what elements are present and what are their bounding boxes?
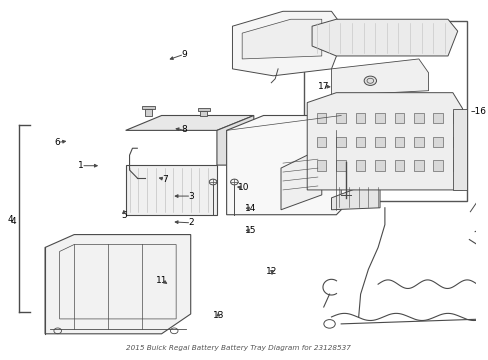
Bar — [394, 160, 403, 171]
Text: –16: –16 — [469, 107, 486, 116]
Bar — [336, 136, 345, 147]
Circle shape — [364, 76, 376, 85]
Bar — [432, 136, 442, 147]
Polygon shape — [226, 116, 341, 215]
Text: 4: 4 — [7, 215, 13, 224]
Text: 9: 9 — [181, 50, 187, 59]
Polygon shape — [125, 116, 253, 130]
Bar — [413, 160, 423, 171]
Text: 17: 17 — [317, 82, 328, 91]
Bar — [336, 160, 345, 171]
Polygon shape — [331, 59, 427, 96]
Text: 5: 5 — [121, 211, 126, 220]
Bar — [394, 136, 403, 147]
Polygon shape — [197, 108, 210, 111]
Bar — [355, 160, 365, 171]
Text: 14: 14 — [244, 204, 256, 213]
Polygon shape — [142, 105, 155, 109]
Polygon shape — [45, 235, 190, 334]
Bar — [374, 160, 384, 171]
Bar — [336, 113, 345, 123]
Bar — [316, 136, 326, 147]
Text: 10: 10 — [237, 183, 249, 192]
Text: 1: 1 — [78, 161, 84, 170]
Text: 8: 8 — [181, 126, 187, 135]
Bar — [316, 113, 326, 123]
Bar — [413, 113, 423, 123]
Text: 12: 12 — [266, 267, 277, 276]
Polygon shape — [306, 93, 462, 190]
Text: 6: 6 — [55, 138, 60, 147]
Polygon shape — [331, 185, 379, 210]
Bar — [452, 136, 462, 147]
Bar — [432, 160, 442, 171]
Text: 13: 13 — [212, 311, 224, 320]
Polygon shape — [232, 11, 346, 76]
Text: 2015 Buick Regal Battery Battery Tray Diagram for 23128537: 2015 Buick Regal Battery Battery Tray Di… — [126, 345, 350, 351]
Bar — [355, 136, 365, 147]
Bar — [304, 21, 466, 202]
Polygon shape — [125, 165, 217, 215]
Bar — [413, 136, 423, 147]
Text: 11: 11 — [155, 275, 167, 284]
Text: 7: 7 — [162, 175, 168, 184]
Polygon shape — [217, 116, 253, 165]
Polygon shape — [281, 155, 321, 210]
Bar — [374, 113, 384, 123]
Bar — [432, 113, 442, 123]
Text: 2: 2 — [188, 219, 194, 228]
Text: 4: 4 — [10, 217, 16, 226]
Polygon shape — [145, 109, 152, 116]
Text: 15: 15 — [244, 226, 256, 235]
Polygon shape — [242, 19, 321, 59]
Polygon shape — [200, 111, 207, 117]
Bar — [394, 113, 403, 123]
Bar — [316, 160, 326, 171]
Text: 3: 3 — [188, 192, 194, 201]
Bar — [374, 136, 384, 147]
Bar — [452, 160, 462, 171]
Bar — [452, 113, 462, 123]
Polygon shape — [452, 109, 467, 190]
Bar — [355, 113, 365, 123]
Polygon shape — [311, 19, 457, 56]
